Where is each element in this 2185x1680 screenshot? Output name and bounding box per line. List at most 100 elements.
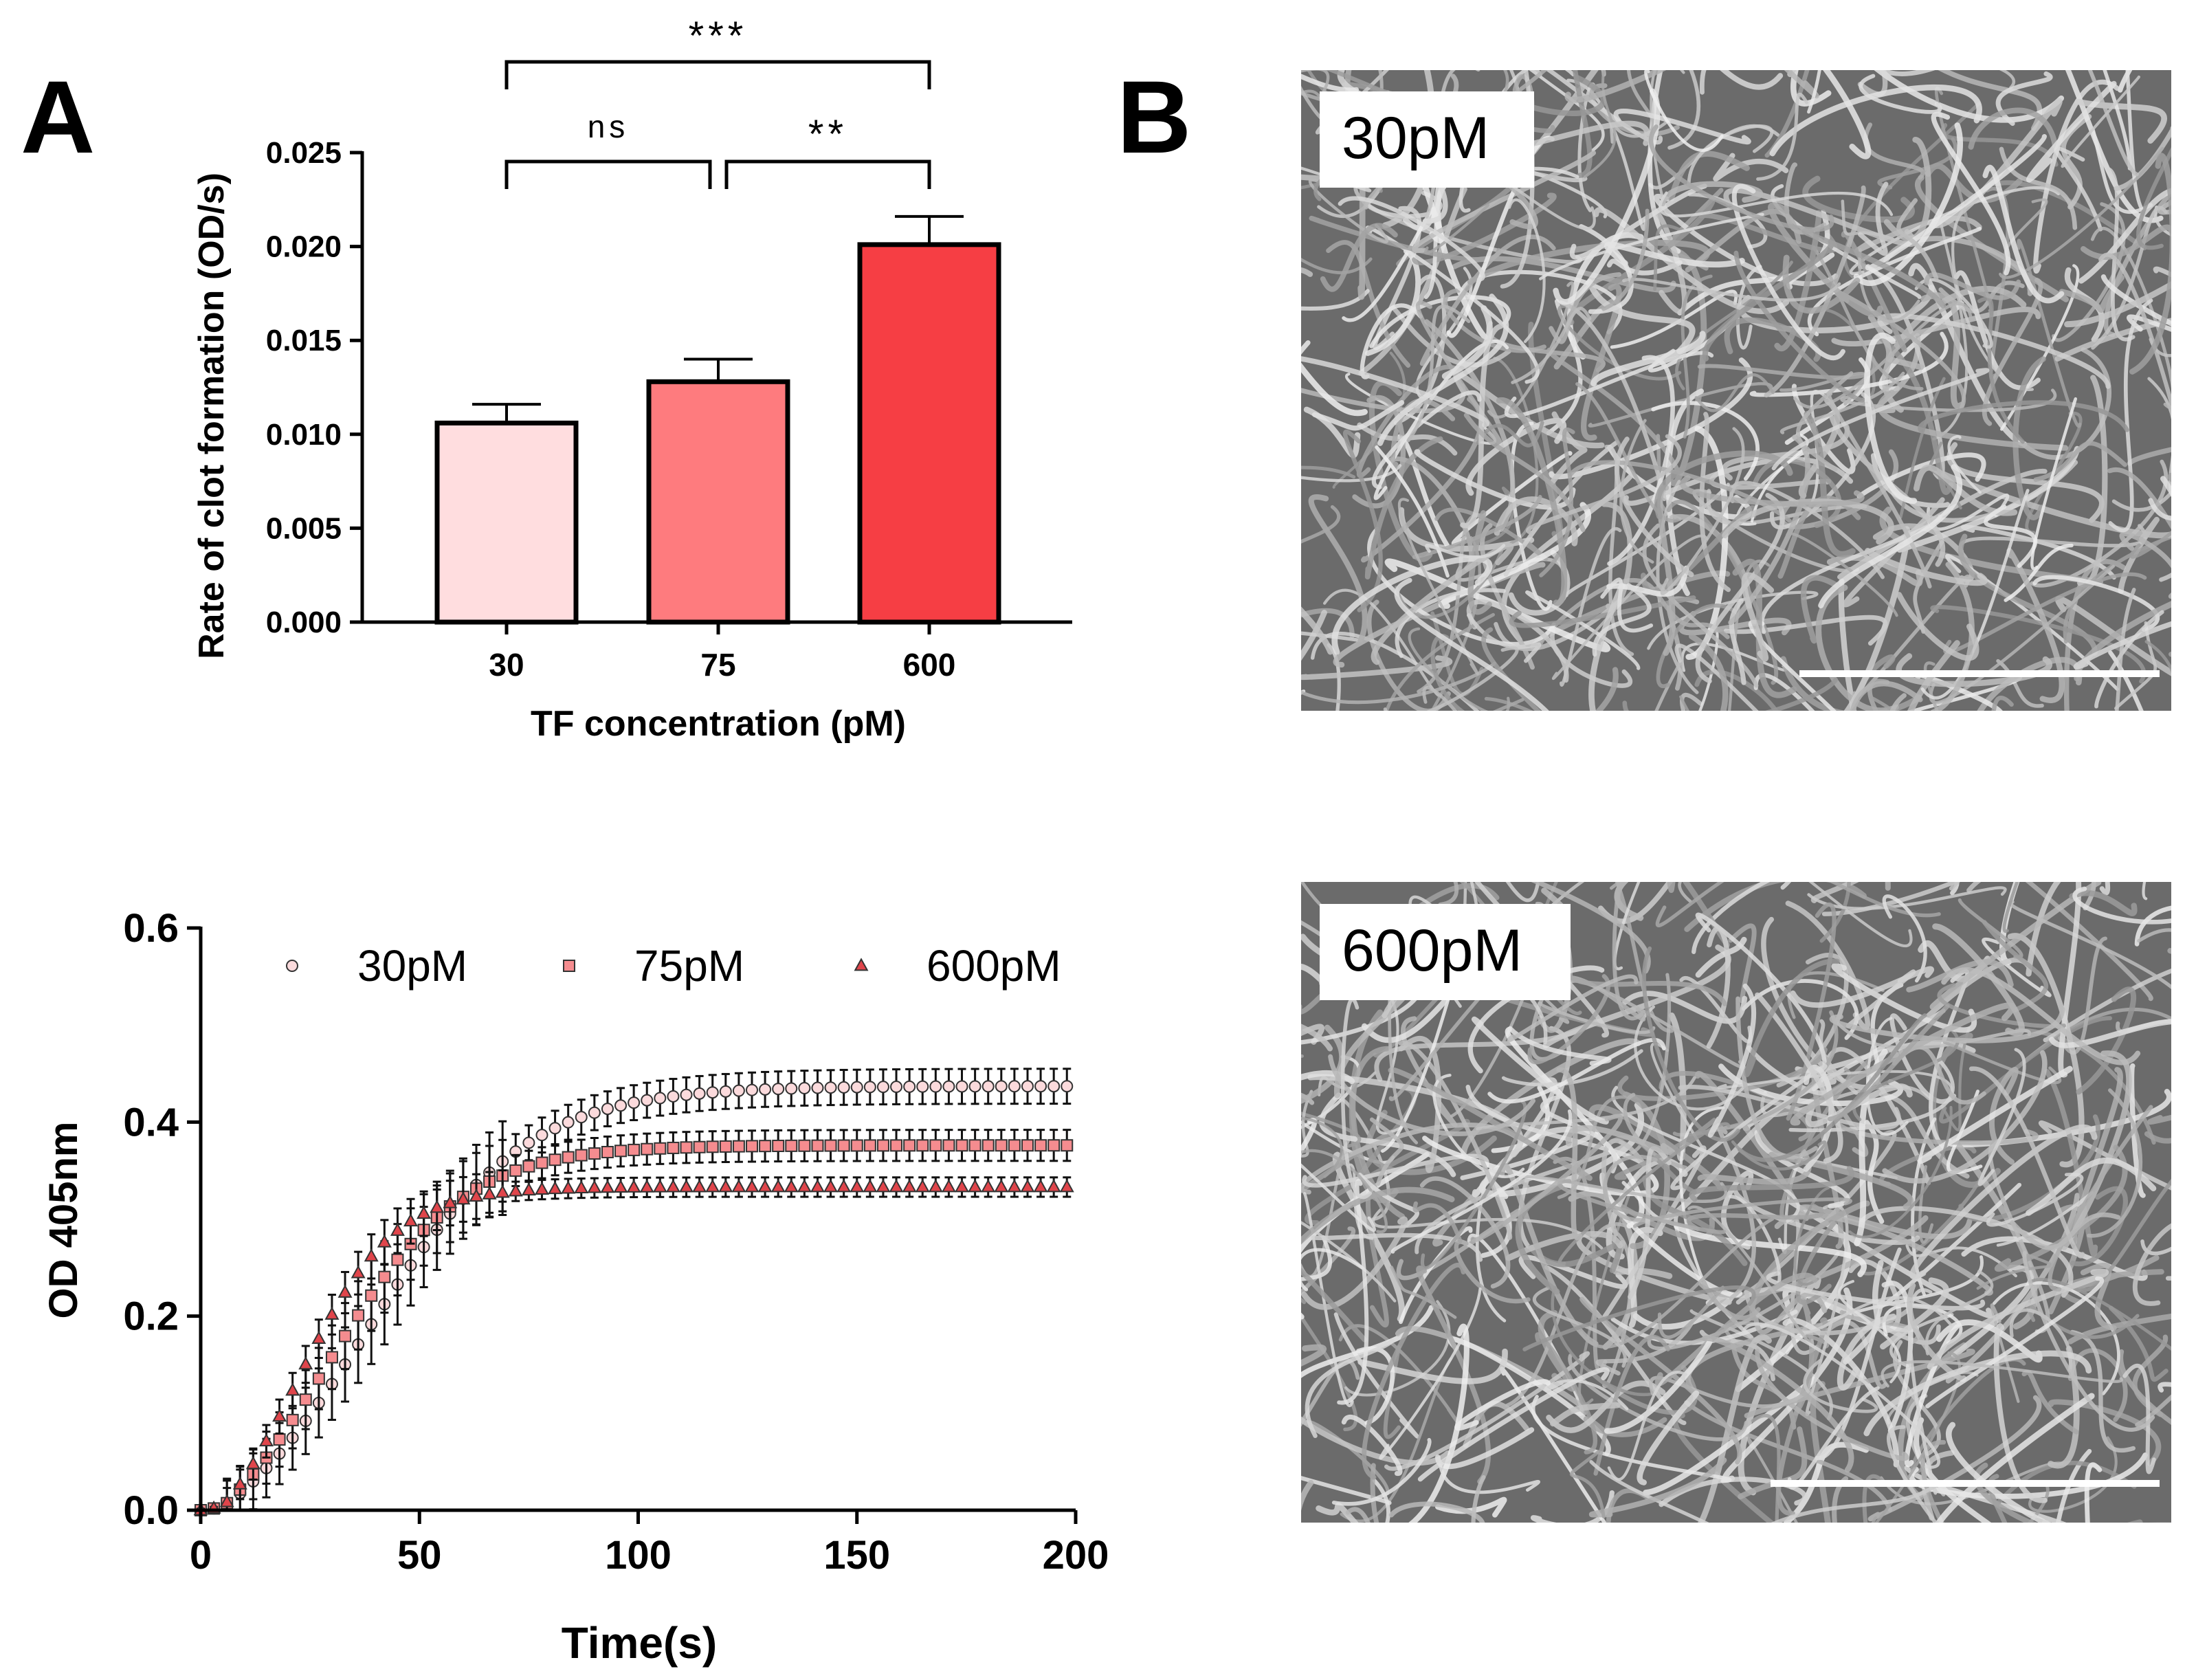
fiber	[1867, 1395, 2042, 1522]
data-point	[443, 1195, 458, 1208]
data-point	[719, 1140, 732, 1153]
significance-brackets: ns *****	[504, 14, 931, 189]
fiber	[1344, 1300, 1451, 1397]
fiber	[1940, 1026, 1971, 1131]
data-point	[299, 1393, 312, 1406]
data-point	[482, 1186, 497, 1200]
fiber	[1826, 391, 1932, 589]
fiber	[1509, 595, 1696, 628]
data-point	[628, 1096, 641, 1109]
fiber	[1301, 70, 1330, 97]
data-point	[705, 1179, 720, 1193]
fiber	[1358, 186, 1467, 376]
fiber	[1311, 1233, 1483, 1262]
data-point	[364, 1248, 379, 1262]
bar-600	[857, 242, 1001, 625]
fiber	[1550, 1402, 1621, 1427]
fiber	[1853, 122, 1963, 286]
data-point	[876, 1179, 891, 1193]
fiber	[1930, 562, 1975, 711]
fiber	[2079, 1178, 2171, 1292]
fiber	[1551, 1285, 1654, 1397]
data-point	[1046, 1179, 1061, 1193]
fiber	[1708, 983, 1756, 1138]
fiber	[1500, 1367, 1607, 1523]
fiber	[2063, 559, 2127, 711]
data-point	[639, 1179, 654, 1193]
data-point	[337, 1284, 353, 1298]
fiber	[1611, 1085, 1800, 1223]
fiber	[1301, 1070, 1355, 1085]
fiber	[2063, 535, 2171, 644]
fiber	[1301, 89, 1325, 105]
fiber	[1394, 577, 1549, 711]
data-point	[759, 1083, 772, 1096]
fiber	[1925, 1276, 2105, 1408]
fiber	[1398, 1041, 1513, 1240]
fiber	[1556, 1067, 1583, 1241]
data-point	[522, 1136, 535, 1149]
fiber	[1379, 1287, 1482, 1460]
fiber	[1720, 70, 1784, 90]
data-point	[324, 1306, 340, 1320]
fiber	[1316, 1502, 1359, 1523]
data-point	[692, 1179, 707, 1193]
data-point	[902, 1179, 917, 1193]
data-point	[772, 1083, 785, 1096]
fiber	[1722, 1287, 1853, 1483]
data-point	[548, 1181, 563, 1195]
data-point	[587, 1180, 602, 1193]
fiber	[1601, 1138, 1649, 1237]
fiber	[1357, 1172, 1420, 1228]
fiber	[1301, 1416, 1451, 1466]
fiber	[1590, 331, 1706, 387]
data-point	[626, 1179, 641, 1193]
bar-y-tick-label: 0.025	[266, 136, 342, 170]
bar-y-tick-label: 0.020	[266, 230, 342, 264]
fiber	[2109, 1305, 2169, 1382]
fiber	[1918, 400, 2129, 433]
data-point	[601, 1103, 614, 1116]
fiber	[1774, 210, 1822, 352]
fiber	[1977, 1048, 2026, 1186]
fiber	[1371, 542, 1514, 665]
significance-label: **	[808, 112, 847, 157]
fiber	[1689, 633, 1729, 711]
fiber	[1604, 445, 1634, 656]
fiber	[1516, 74, 1606, 116]
data-point	[863, 1081, 876, 1094]
fiber	[1507, 974, 1639, 1043]
fiber	[2108, 650, 2144, 711]
fiber	[2098, 252, 2171, 411]
data-point	[680, 1088, 693, 1101]
fiber	[1305, 1338, 1395, 1438]
data-point	[994, 1179, 1009, 1193]
data-point	[654, 1142, 667, 1155]
data-point	[1021, 1139, 1034, 1152]
data-point	[390, 1222, 405, 1236]
series-600pM	[193, 1169, 1074, 1516]
fiber	[1484, 696, 1533, 711]
data-point	[731, 1179, 746, 1193]
fiber	[2006, 548, 2065, 703]
fiber	[1982, 920, 2049, 1013]
fiber	[1946, 1422, 2052, 1523]
fiber	[1414, 449, 1576, 510]
fiber	[1406, 305, 1471, 443]
fiber	[1878, 1092, 1970, 1179]
data-point	[614, 1145, 628, 1158]
fiber	[1654, 661, 1683, 711]
fiber	[2072, 886, 2171, 925]
fiber	[1850, 681, 1923, 711]
fiber	[2004, 543, 2074, 602]
fiber	[1614, 1118, 1717, 1180]
data-point	[798, 1082, 811, 1095]
fiber	[1968, 107, 2059, 150]
data-point	[955, 1139, 968, 1152]
micrograph-label: 600pM	[1342, 918, 1522, 984]
micrograph-fibers	[1301, 882, 2171, 1523]
data-point	[811, 1139, 824, 1152]
fiber	[1731, 184, 1845, 361]
fiber	[1375, 445, 1450, 578]
fiber	[1415, 1140, 1626, 1255]
